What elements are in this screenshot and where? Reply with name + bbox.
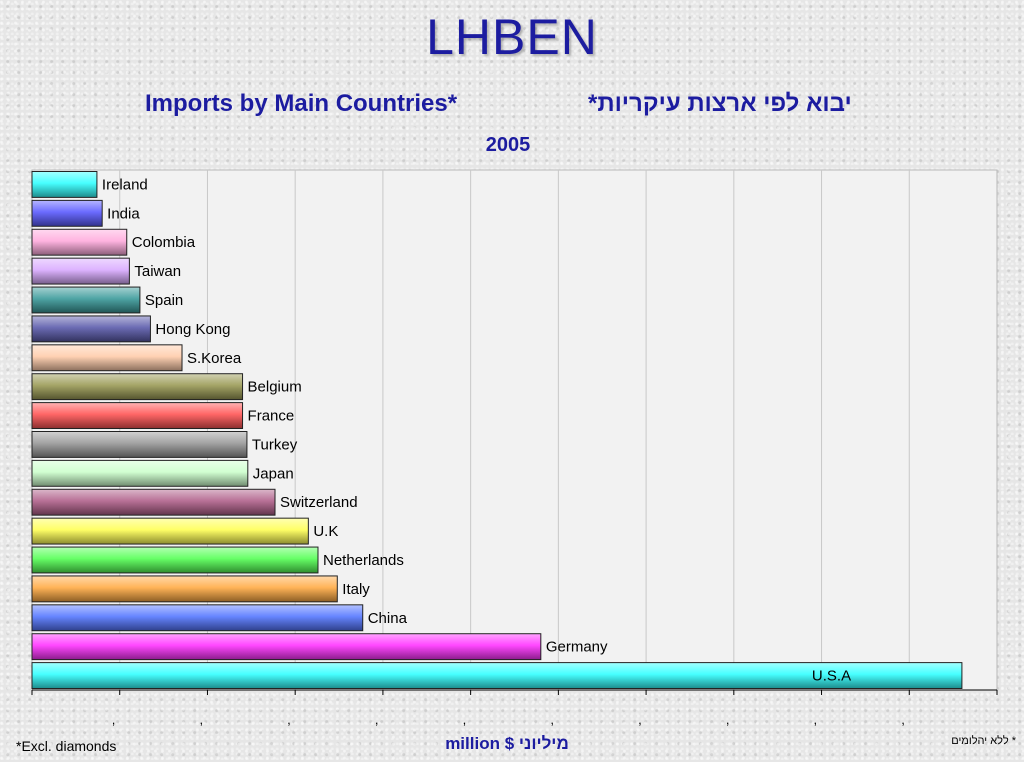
chart-title-english: Imports by Main Countries* xyxy=(145,90,458,117)
bar-label: Taiwan xyxy=(134,263,181,280)
bar-label: Netherlands xyxy=(323,552,404,569)
x-tick-label: , xyxy=(375,712,379,727)
bar-u-s-a xyxy=(31,662,963,689)
x-tick-label: , xyxy=(287,712,291,727)
gridlines xyxy=(119,170,910,690)
plot-area xyxy=(31,169,998,691)
bar-label: Ireland xyxy=(102,176,148,193)
bar-netherlands xyxy=(31,546,319,574)
x-tick-label: , xyxy=(726,712,730,727)
bar-label: China xyxy=(368,610,408,627)
chart-year: 2005 xyxy=(485,134,531,156)
bar-label: Germany xyxy=(546,639,608,656)
bar-label: Turkey xyxy=(252,436,298,453)
bars: Ireland India Colombia Taiwan Spain Hong Kong… xyxy=(31,171,963,689)
bar-india xyxy=(31,199,103,227)
slide-title: LHBEN xyxy=(426,9,598,65)
bar-japan xyxy=(31,459,249,487)
bar-germany xyxy=(31,633,542,661)
x-tick-label: , xyxy=(814,712,818,727)
unit-label: מיליוני $ million xyxy=(445,734,569,753)
bar-label: Japan xyxy=(253,465,294,482)
bar-u-k xyxy=(31,517,309,545)
bar-label: S.Korea xyxy=(187,350,242,367)
x-tick-label: , xyxy=(463,712,467,727)
bar-label: Italy xyxy=(342,581,370,598)
x-axis: ,,,,,,,,,, xyxy=(31,689,998,727)
bar-china xyxy=(31,604,364,632)
x-tick-label: , xyxy=(550,712,554,727)
x-tick-label: , xyxy=(112,712,116,727)
footnote-hebrew: * ללא יהלומים xyxy=(951,735,1016,747)
bar-label: India xyxy=(107,205,140,222)
bar-label: U.S.A xyxy=(812,668,851,685)
bar-s-korea xyxy=(31,344,183,372)
bar-label: Belgium xyxy=(248,379,302,396)
bar-belgium xyxy=(31,373,244,401)
bar-turkey xyxy=(31,431,248,458)
bar-label: Spain xyxy=(145,292,183,309)
bar-label: Colombia xyxy=(132,234,196,251)
bar-spain xyxy=(31,286,141,314)
bar-label: France xyxy=(248,408,295,425)
bar-italy xyxy=(31,575,338,603)
bar-label: Hong Kong xyxy=(155,321,230,338)
bar-label: Switzerland xyxy=(280,494,358,511)
bar-taiwan xyxy=(31,257,130,285)
footnote-english: *Excl. diamonds xyxy=(16,738,117,754)
x-tick-label: , xyxy=(638,712,642,727)
bar-colombia xyxy=(31,228,128,256)
chart-title-hebrew: יבוא לפי ארצות עיקריות* xyxy=(588,90,852,117)
bar-france xyxy=(31,402,244,430)
bar-label: U.K xyxy=(313,523,338,540)
x-tick-label: , xyxy=(901,712,905,727)
bar-ireland xyxy=(31,171,98,198)
bar-hong-kong xyxy=(31,315,151,343)
bar-switzerland xyxy=(31,488,276,516)
x-tick-label: , xyxy=(199,712,203,727)
